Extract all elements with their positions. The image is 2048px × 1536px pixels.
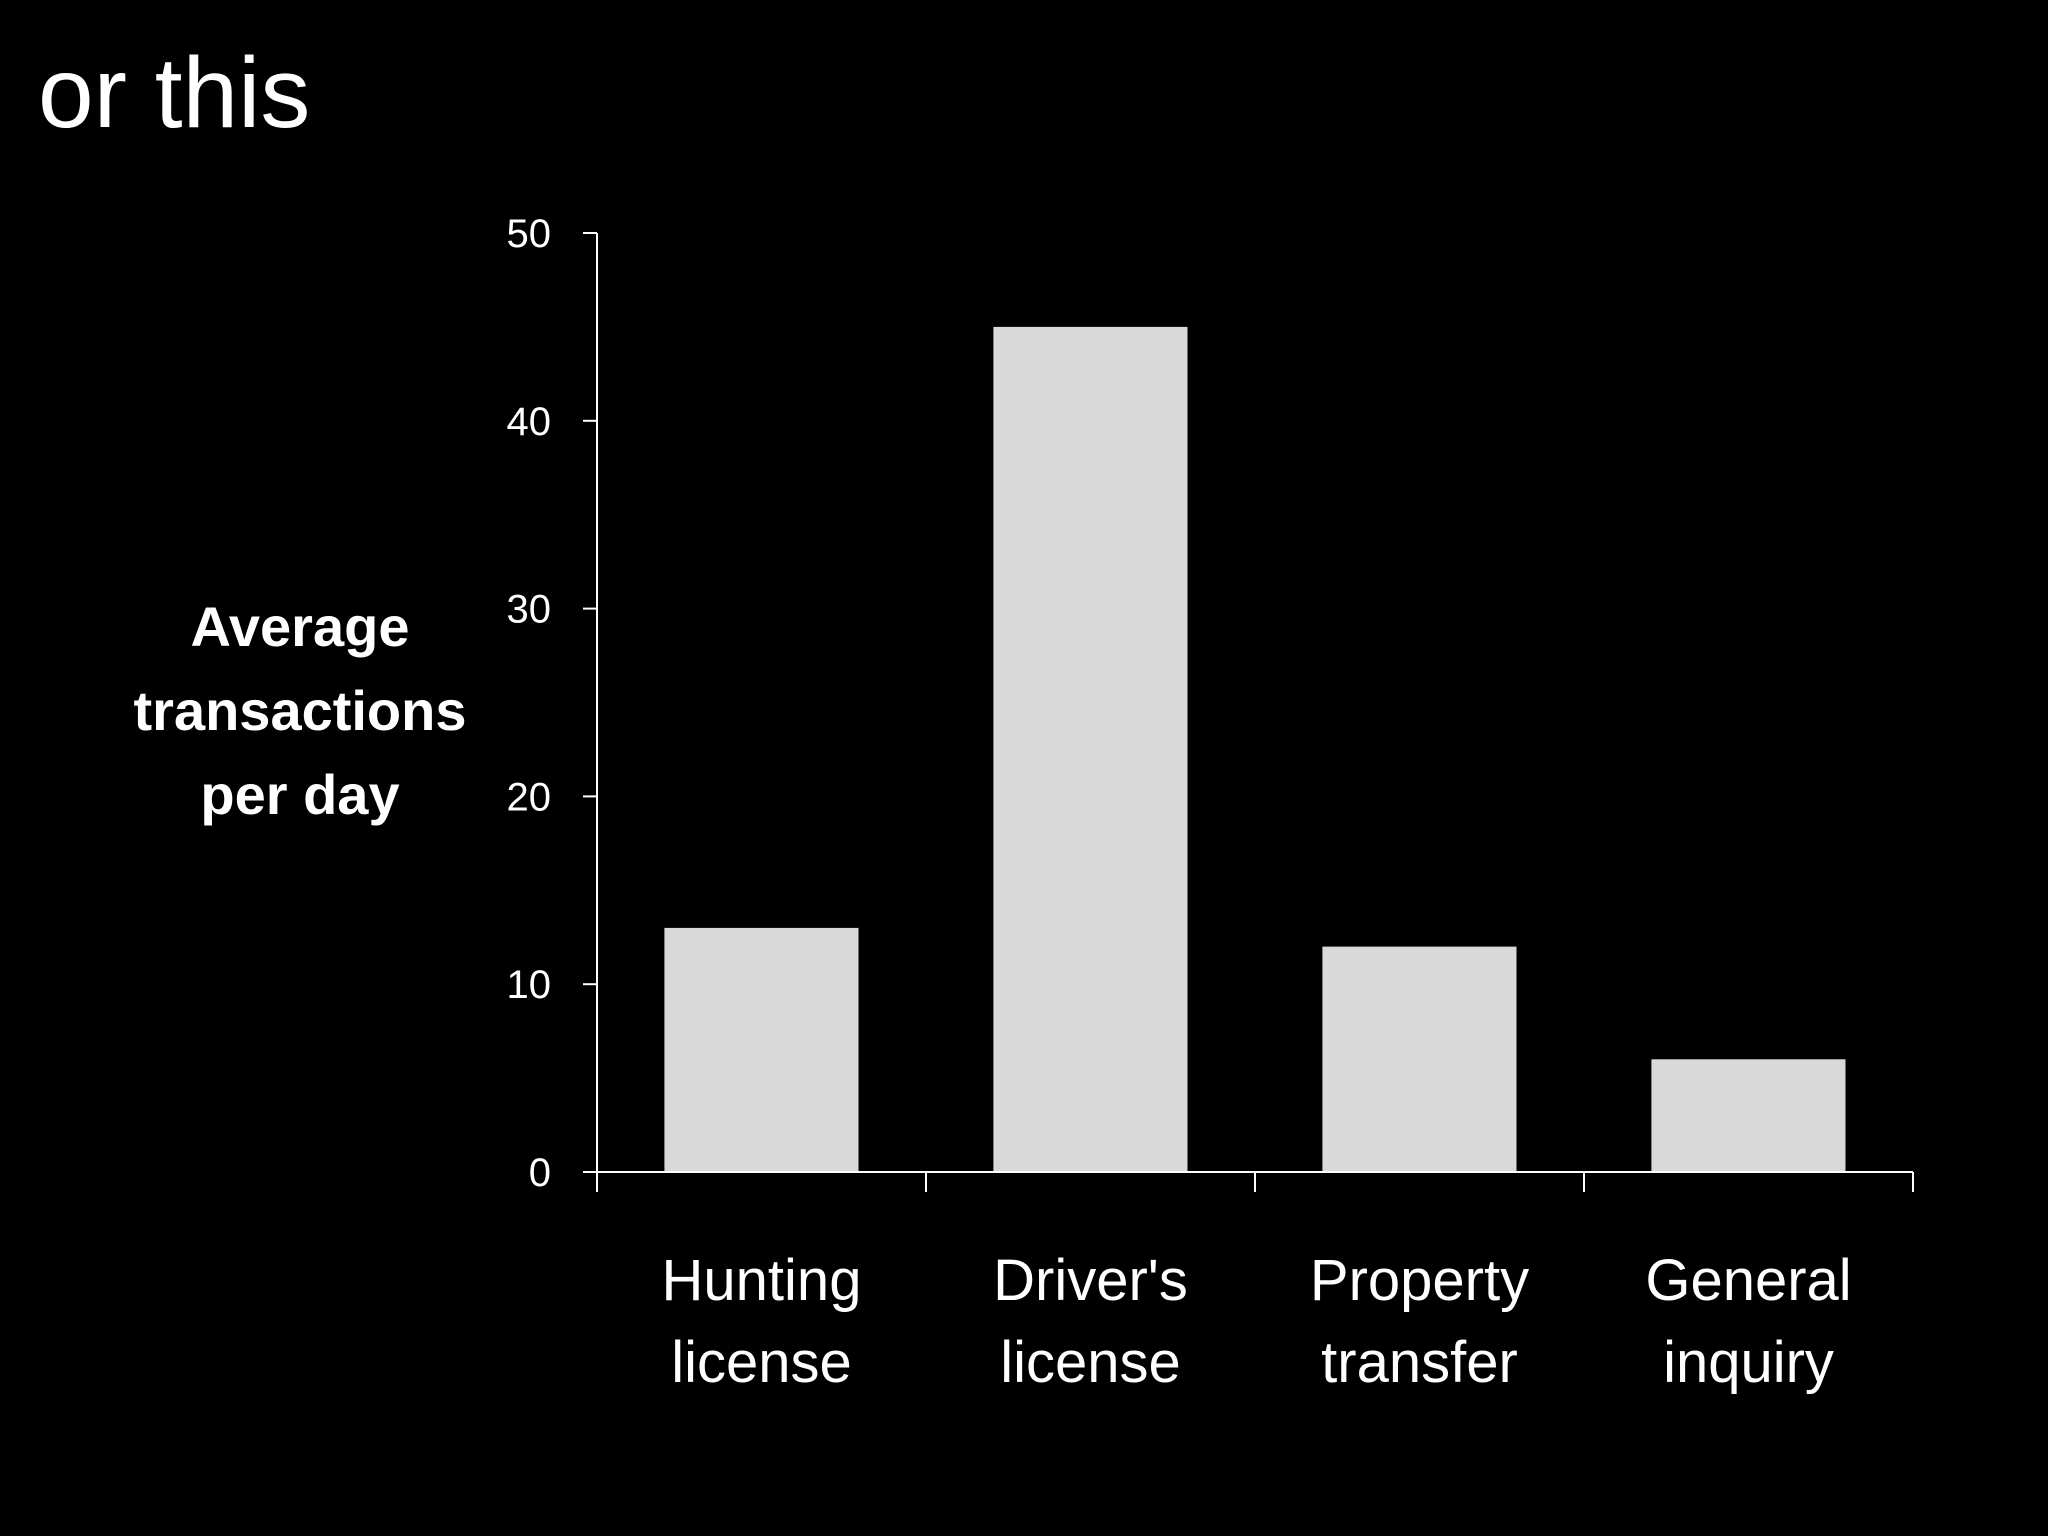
x-category-label-line: Hunting <box>662 1248 862 1313</box>
y-axis-label-line: Average <box>190 595 410 658</box>
y-tick-label: 40 <box>507 400 552 444</box>
x-category-label-line: General <box>1645 1248 1851 1313</box>
x-category-label-line: license <box>671 1330 852 1395</box>
y-axis: 0 10 20 30 40 50 <box>507 212 598 1195</box>
x-category-label: General inquiry <box>1645 1248 1851 1395</box>
bar <box>993 326 1188 1172</box>
x-category-label: Hunting license <box>662 1248 862 1395</box>
x-axis: Hunting license Driver's license Property tra… <box>596 1171 1914 1395</box>
y-tick-label: 10 <box>507 963 552 1007</box>
x-category-label-line: Driver's <box>993 1248 1188 1313</box>
x-category-label-line: inquiry <box>1663 1330 1834 1395</box>
y-tick-label: 0 <box>529 1151 551 1195</box>
x-category-label: Driver's license <box>993 1248 1188 1395</box>
bars-group <box>664 326 1846 1172</box>
x-category-label-line: transfer <box>1321 1330 1518 1395</box>
bar <box>1651 1059 1846 1172</box>
y-axis-label: Average transactions per day <box>100 585 500 837</box>
x-category-label-line: Property <box>1310 1248 1529 1313</box>
y-tick-label: 20 <box>507 775 552 819</box>
y-axis-label-line: per day <box>200 763 400 826</box>
y-axis-label-line: transactions <box>133 679 467 742</box>
y-tick-label: 30 <box>507 588 552 632</box>
bar <box>664 927 859 1172</box>
y-tick-label: 50 <box>507 212 552 256</box>
slide-title: or this <box>38 37 311 149</box>
bar <box>1322 946 1517 1172</box>
x-category-label-line: license <box>1000 1330 1181 1395</box>
x-category-label: Property transfer <box>1310 1248 1529 1395</box>
